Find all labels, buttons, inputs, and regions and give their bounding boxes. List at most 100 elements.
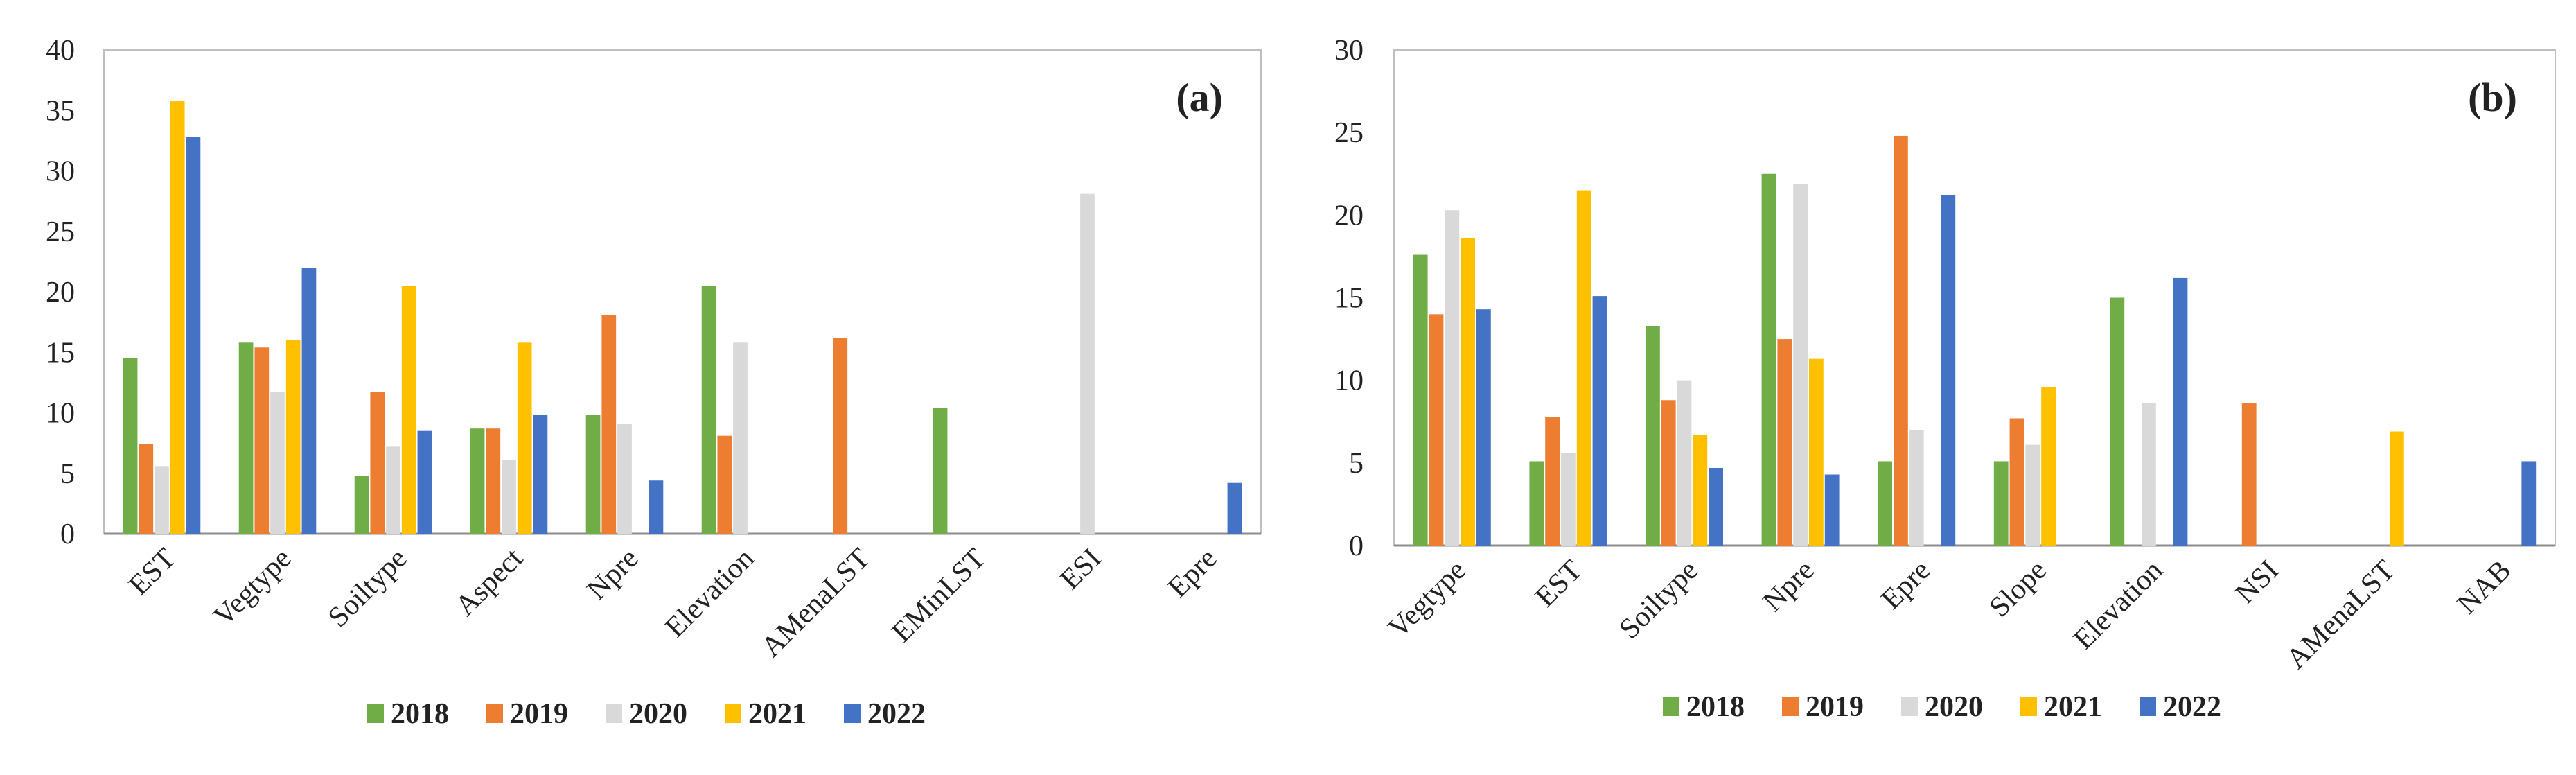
- x-tick-label: NAB: [2451, 555, 2517, 620]
- bar-2018-est: [123, 358, 138, 534]
- legend-label-2019: 2019: [510, 698, 568, 730]
- bar-2021-vegtype: [285, 340, 301, 534]
- legend-swatch-2019: [486, 704, 503, 723]
- y-tick-label: 25: [1334, 117, 1364, 149]
- bar-2022-nab: [2521, 461, 2537, 546]
- bar-2019-elevation: [717, 435, 732, 534]
- y-tick-label: 20: [1334, 200, 1364, 232]
- bar-2020-vegtype: [270, 392, 285, 534]
- y-tick-label: 15: [1334, 283, 1364, 315]
- bar-2019-slope: [2009, 418, 2024, 546]
- bar-2019-vegtype: [1429, 314, 1444, 546]
- bar-2022-vegtype: [301, 268, 317, 534]
- y-tick-label: 25: [46, 216, 75, 248]
- legend-label-2022: 2022: [867, 698, 926, 730]
- legend-swatch-2022: [2140, 697, 2156, 716]
- legend-label-2018: 2018: [1686, 691, 1745, 723]
- legend-swatch-2021: [725, 704, 741, 723]
- bar-2020-slope: [2025, 444, 2040, 546]
- y-tick-label: 10: [46, 398, 75, 430]
- y-tick-label: 30: [1334, 35, 1364, 67]
- bar-2019-npre: [601, 315, 617, 534]
- legend-label-2022: 2022: [2163, 691, 2221, 723]
- y-tick-label: 35: [46, 95, 75, 127]
- bar-2018-soiltype: [1646, 326, 1660, 546]
- y-tick-label: 5: [60, 458, 75, 490]
- bar-2020-soiltype: [386, 446, 400, 534]
- y-tick-label: 10: [1334, 365, 1364, 397]
- bar-2022-vegtype: [1476, 309, 1491, 546]
- bar-2019-est: [139, 444, 154, 534]
- bar-2019-vegtype: [254, 347, 270, 534]
- bar-2021-vegtype: [1461, 238, 1475, 546]
- x-tick-label: NSI: [2230, 555, 2285, 610]
- bar-2018-epre: [1878, 461, 1893, 546]
- bar-2019-epre: [1894, 135, 1908, 546]
- x-tick-label: AMenaLST: [2280, 555, 2401, 675]
- bar-2020-npre: [617, 424, 632, 534]
- bar-2021-soiltype: [1693, 435, 1708, 546]
- y-tick-label: 0: [1349, 530, 1364, 562]
- bar-2018-npre: [1761, 173, 1776, 546]
- x-tick-label: Elevation: [2067, 555, 2169, 656]
- x-tick-label: Soiltype: [1614, 555, 1705, 646]
- bar-2022-epre: [1941, 195, 1956, 546]
- bar-2021-amenalst: [2390, 431, 2404, 546]
- legend-label-2020: 2020: [629, 698, 687, 730]
- legend-swatch-2018: [367, 704, 384, 723]
- bar-2019-nsi: [2241, 403, 2257, 546]
- bar-2019-est: [1545, 417, 1560, 546]
- bar-2022-aspect: [533, 415, 548, 534]
- x-tick-label: Epre: [1876, 555, 1937, 616]
- bar-2020-vegtype: [1445, 210, 1460, 546]
- bar-2020-epre: [1909, 430, 1924, 546]
- bar-2022-npre: [649, 480, 664, 534]
- bar-2019-aspect: [486, 428, 501, 534]
- bar-2020-elevation: [2142, 403, 2156, 546]
- bar-2018-vegtype: [1413, 254, 1428, 546]
- bar-2022-soiltype: [417, 430, 432, 534]
- bar-2018-slope: [1993, 461, 2009, 546]
- bar-2022-npre: [1824, 474, 1840, 546]
- bar-2019-amenalst: [833, 338, 848, 534]
- bar-2019-npre: [1777, 339, 1792, 546]
- bar-2020-esi: [1080, 193, 1095, 534]
- panel-label: (b): [2468, 75, 2517, 120]
- bar-2021-npre: [1809, 358, 1824, 546]
- bar-2021-est: [170, 101, 185, 534]
- bar-2022-soiltype: [1709, 467, 1723, 546]
- legend-swatch-2019: [1782, 697, 1799, 716]
- bar-2021-est: [1576, 190, 1591, 546]
- bar-2020-npre: [1793, 184, 1808, 546]
- bar-2019-soiltype: [1661, 400, 1676, 546]
- bar-2022-est: [1592, 296, 1607, 546]
- bar-2018-soiltype: [354, 476, 369, 534]
- x-tick-label: Slope: [1984, 555, 2053, 624]
- x-tick-label: Vegtype: [1382, 555, 1472, 645]
- bar-2021-slope: [2041, 387, 2056, 546]
- legend-swatch-2018: [1663, 697, 1679, 716]
- y-tick-label: 40: [46, 35, 75, 67]
- legend-swatch-2020: [1901, 697, 1918, 716]
- bar-2020-est: [155, 466, 169, 534]
- bar-2018-est: [1529, 461, 1544, 546]
- bar-2018-elevation: [2110, 297, 2125, 546]
- y-tick-label: 5: [1349, 448, 1364, 480]
- legend-swatch-2021: [2020, 697, 2037, 716]
- bar-2022-elevation: [2173, 277, 2188, 546]
- bar-2020-soiltype: [1677, 380, 1692, 546]
- y-tick-label: 30: [46, 156, 75, 188]
- bar-2021-soiltype: [401, 286, 416, 534]
- bar-2020-est: [1561, 453, 1576, 546]
- bar-2018-npre: [585, 415, 601, 534]
- bar-2018-elevation: [701, 286, 716, 534]
- y-tick-label: 0: [60, 519, 75, 550]
- y-tick-label: 15: [46, 337, 75, 369]
- x-tick-label: Npre: [1757, 555, 1821, 618]
- bar-2019-soiltype: [370, 392, 385, 534]
- legend-label-2020: 2020: [1925, 691, 1983, 723]
- legend-swatch-2020: [606, 704, 622, 723]
